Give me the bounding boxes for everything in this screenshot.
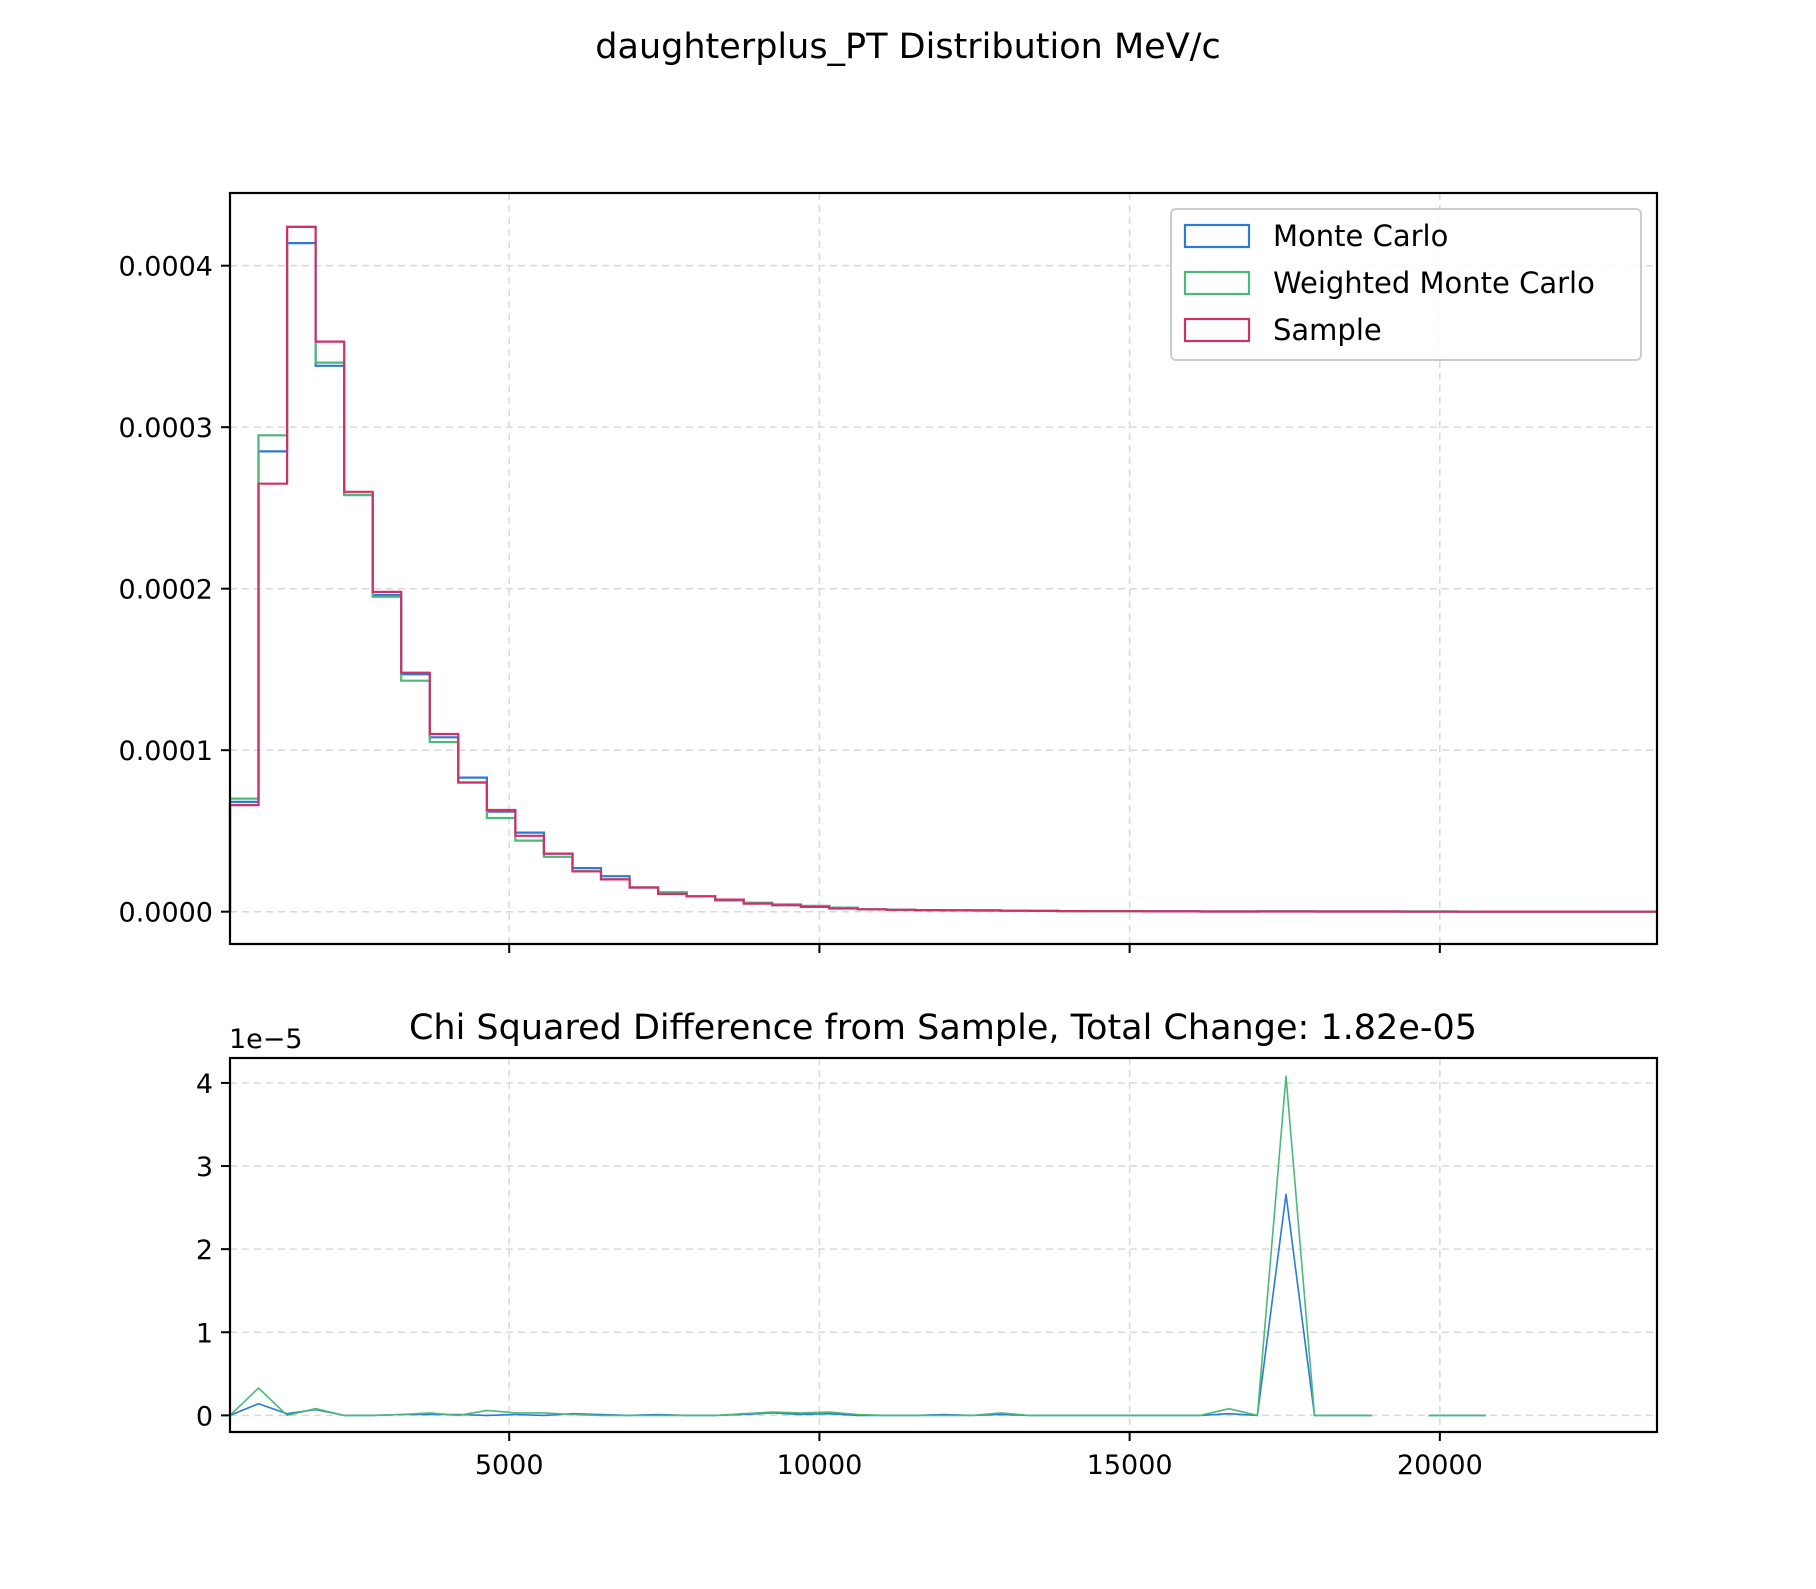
chi-squared-x-axis: 5000 10000 15000 20000 [475, 1432, 1483, 1481]
histogram-plot-area [228, 225, 1657, 913]
legend-entry-monte-carlo: Monte Carlo [1183, 219, 1448, 253]
chi-squared-y-tick-label: 3 [196, 1152, 213, 1183]
legend-box [1170, 208, 1642, 361]
legend: Monte Carlo Weighted Monte Carlo Sample [1170, 208, 1642, 361]
legend-swatch-sample [1183, 317, 1251, 343]
legend-label-monte-carlo: Monte Carlo [1273, 219, 1448, 253]
chi-squared-series-weighted-monte-carlo [229, 1075, 1486, 1417]
chi-squared-y-tick-label: 1 [196, 1318, 213, 1349]
legend-entry-weighted-monte-carlo: Weighted Monte Carlo [1183, 266, 1595, 300]
legend-entry-sample: Sample [1183, 313, 1382, 347]
legend-swatch-monte-carlo [1183, 223, 1251, 249]
chi-squared-axes: Chi Squared Difference from Sample, Tota… [196, 1008, 1659, 1481]
legend-label-sample: Sample [1273, 313, 1382, 347]
chi-squared-y-axis: 0 1 2 3 4 [196, 1069, 230, 1432]
histogram-y-tick-label: 0.0003 [119, 413, 213, 444]
chi-squared-y-tick-label: 4 [196, 1069, 213, 1100]
chi-squared-x-tick-label: 10000 [776, 1450, 862, 1481]
chi-squared-series-monte-carlo [229, 1193, 1486, 1417]
histogram-y-axis: 0.0000 0.0001 0.0002 0.0003 0.0004 [119, 252, 230, 929]
chi-squared-offset-text: 1e−5 [229, 1024, 303, 1055]
chi-squared-title: Chi Squared Difference from Sample, Tota… [409, 1008, 1477, 1048]
figure-suptitle: daughterplus_PT Distribution MeV/c [595, 27, 1220, 67]
chi-squared-x-tick-label: 20000 [1397, 1450, 1483, 1481]
chi-squared-y-tick-label: 2 [196, 1235, 213, 1266]
chi-squared-y-tick-label: 0 [196, 1401, 213, 1432]
histogram-series-sample [228, 225, 1657, 913]
histogram-y-tick-label: 0.0002 [119, 575, 213, 606]
histogram-frame [228, 191, 1659, 946]
histogram-x-axis [508, 944, 1441, 953]
chi-squared-grid [230, 1058, 1657, 1432]
histogram-y-tick-label: 0.0001 [119, 736, 213, 767]
legend-swatch-weighted-monte-carlo [1183, 270, 1251, 296]
chi-squared-frame [228, 1056, 1659, 1434]
histogram-axes: 0.0000 0.0001 0.0002 0.0003 0.0004 Monte Car… [119, 191, 1659, 953]
chi-squared-x-tick-label: 15000 [1087, 1450, 1173, 1481]
chi-squared-x-tick-label: 5000 [475, 1450, 544, 1481]
legend-label-weighted-monte-carlo: Weighted Monte Carlo [1273, 266, 1595, 300]
histogram-y-tick-label: 0.0004 [119, 252, 213, 283]
histogram-y-tick-label: 0.0000 [119, 898, 213, 929]
chi-squared-plot-area [229, 1075, 1486, 1417]
